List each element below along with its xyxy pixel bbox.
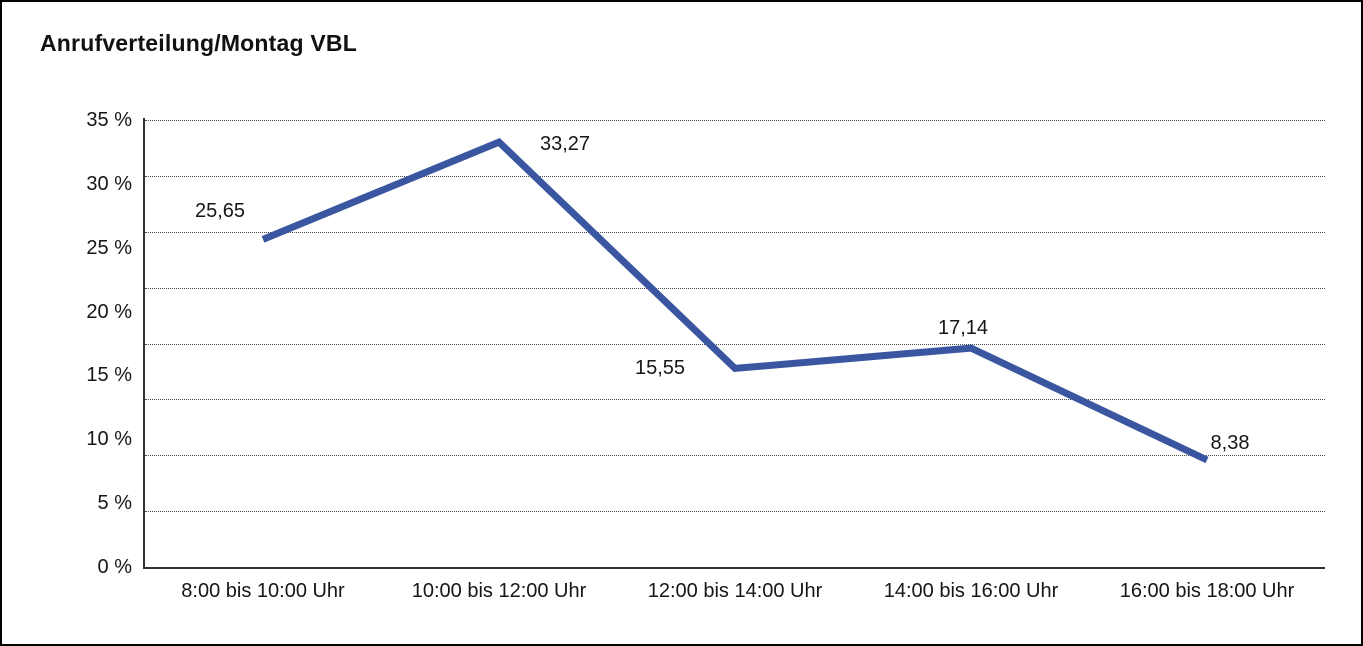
y-axis-tick-label: 10 % <box>86 428 132 451</box>
data-point-label: 25,65 <box>194 200 246 223</box>
gridline <box>145 120 1325 121</box>
y-axis-tick-label: 0 % <box>97 556 132 578</box>
y-axis-line <box>143 118 145 567</box>
x-axis-category-label: 10:00 bis 12:00 Uhr <box>411 580 587 602</box>
y-axis-tick-label: 30 % <box>86 172 132 195</box>
x-axis-category-label: 12:00 bis 14:00 Uhr <box>647 580 823 602</box>
gridline <box>145 231 1325 233</box>
gridline <box>145 343 1325 345</box>
x-axis-line <box>143 567 1325 569</box>
gridline <box>145 399 1325 401</box>
x-axis-category-label: 14:00 bis 16:00 Uhr <box>883 580 1059 602</box>
data-point-label: 33,27 <box>539 133 591 156</box>
data-point-label: 8,38 <box>1210 431 1250 454</box>
y-axis-tick-label: 25 % <box>86 236 132 259</box>
x-axis-category-label: 16:00 bis 18:00 Uhr <box>1119 580 1295 602</box>
gridline <box>145 455 1325 457</box>
data-point-label: 15,55 <box>634 357 686 380</box>
y-axis-tick-label: 5 % <box>97 492 132 515</box>
y-axis-tick-label: 20 % <box>86 300 132 323</box>
y-axis-tick-label: 35 % <box>86 109 132 131</box>
y-axis-tick-label: 15 % <box>86 364 132 387</box>
data-line <box>261 137 1209 464</box>
x-axis-category-label: 8:00 bis 10:00 Uhr <box>181 580 345 602</box>
chart-title: Anrufverteilung/Montag VBL <box>40 30 357 56</box>
gridline <box>145 175 1325 177</box>
gridline <box>145 511 1325 513</box>
data-point-label: 17,14 <box>937 317 989 340</box>
gridline <box>145 287 1325 289</box>
